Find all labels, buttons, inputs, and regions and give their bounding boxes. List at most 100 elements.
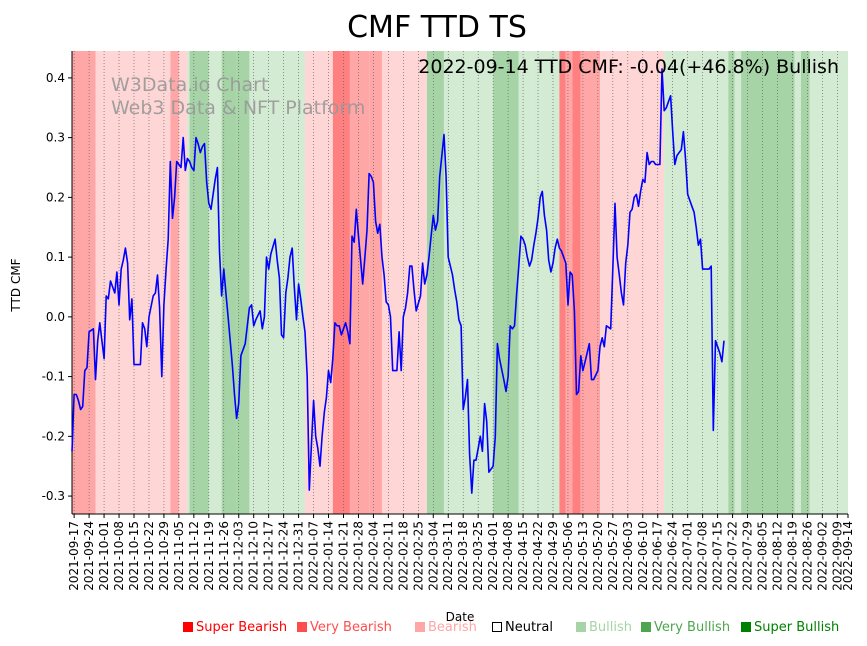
x-tick-label: 2022-07-22: [726, 521, 740, 591]
legend: Super Bearish Very Bearish Bearish Neutral B…: [0, 620, 867, 638]
x-tick-label: 2022-04-15: [516, 521, 530, 591]
x-tick-label: 2021-11-05: [172, 521, 186, 591]
legend-swatch-icon: [492, 622, 502, 632]
region-very-bullish: [493, 51, 519, 514]
x-tick-label: 2022-02-18: [396, 521, 410, 591]
region-very-bullish: [189, 51, 209, 514]
x-tick-label: 2022-01-07: [307, 521, 321, 591]
region-super-bearish: [332, 51, 350, 514]
region-bearish: [381, 51, 427, 514]
region-bullish: [518, 51, 532, 514]
x-tick-label: 2022-05-20: [591, 521, 605, 591]
x-tick-label: 2021-09-24: [82, 521, 96, 591]
x-tick-label: 2021-10-22: [142, 521, 156, 591]
x-tick-label: 2022-02-11: [381, 521, 395, 591]
x-tick-label: 2021-09-17: [67, 521, 81, 591]
x-tick-label: 2021-11-19: [202, 521, 216, 591]
legend-swatch-icon: [741, 622, 751, 632]
region-very-bearish: [72, 51, 96, 514]
region-very-bullish: [800, 51, 810, 514]
region-bullish: [734, 51, 742, 514]
legend-swatch-icon: [576, 622, 586, 632]
x-tick-label: 2022-01-28: [351, 521, 365, 591]
series-line: [71, 68, 725, 494]
region-very-bearish: [580, 51, 601, 514]
region-bullish: [809, 51, 848, 514]
x-tick-label: 2022-04-01: [486, 521, 500, 591]
y-tick-label: 0.3: [46, 131, 65, 145]
x-tick-label: 2022-05-13: [576, 521, 590, 591]
x-tick-label: 2021-12-17: [262, 521, 276, 591]
watermark-line-1: W3Data.io Chart: [111, 74, 268, 96]
region-bearish: [178, 51, 188, 514]
latest-value-annotation: 2022-09-14 TTD CMF: -0.04(+46.8%) Bullis…: [418, 56, 839, 78]
x-tick-label: 2022-07-01: [681, 521, 695, 591]
x-tick-label: 2022-04-22: [531, 521, 545, 591]
x-tick-label: 2022-01-14: [322, 521, 336, 591]
legend-label: Very Bullish: [654, 620, 731, 635]
x-tick-label: 2022-04-08: [501, 521, 515, 591]
y-tick-label: 0.1: [46, 250, 65, 264]
x-tick-label: 2022-06-17: [651, 521, 665, 591]
legend-label: Very Bearish: [310, 620, 392, 635]
legend-item: Super Bullish: [741, 620, 839, 635]
legend-item: Very Bearish: [297, 620, 392, 635]
x-tick-label: 2022-03-25: [471, 521, 485, 591]
region-bearish: [305, 51, 333, 514]
legend-label: Bearish: [428, 620, 477, 635]
region-very-bullish: [426, 51, 444, 514]
region-very-bullish: [221, 51, 237, 514]
region-bullish: [794, 51, 801, 514]
x-tick-label: 2022-08-19: [785, 521, 799, 591]
y-tick-label: -0.1: [42, 370, 65, 384]
x-tick-label: 2022-02-25: [411, 521, 425, 591]
legend-label: Bullish: [589, 620, 633, 635]
legend-item: Neutral: [492, 620, 553, 635]
x-tick-label: 2022-04-29: [546, 521, 560, 591]
x-tick-label: 2022-06-03: [621, 521, 635, 591]
legend-swatch-icon: [297, 622, 307, 632]
legend-item: Bullish: [576, 620, 632, 635]
legend-swatch-icon: [415, 622, 425, 632]
region-bearish: [600, 51, 665, 514]
legend-item: Very Bullish: [641, 620, 730, 635]
y-tick-label: 0.0: [46, 310, 65, 324]
x-tick-label: 2022-05-06: [561, 521, 575, 591]
y-axis-label: TTD CMF: [9, 258, 23, 312]
region-very-bearish: [369, 51, 382, 514]
x-tick-label: 2021-12-03: [232, 521, 246, 591]
region-very-bullish: [236, 51, 250, 514]
x-tick-label: 2021-12-31: [292, 521, 306, 591]
x-tick-label: 2021-11-26: [217, 521, 231, 591]
watermark-line-2: Web3 Data & NFT Platform: [111, 97, 365, 119]
region-very-bearish: [170, 51, 179, 514]
region-very-bullish: [728, 51, 735, 514]
legend-label: Super Bearish: [196, 620, 288, 635]
sentiment-regions: [72, 51, 848, 514]
x-tick-label: 2021-12-10: [247, 521, 261, 591]
x-tick-label: 2021-10-08: [112, 521, 126, 591]
region-bearish: [95, 51, 171, 514]
x-tick-label: 2022-07-15: [711, 521, 725, 591]
x-tick-label: 2022-08-12: [770, 521, 784, 591]
region-super-bearish: [559, 51, 566, 514]
x-tick-label: 2021-10-01: [97, 521, 111, 591]
x-tick-label: 2022-07-08: [696, 521, 710, 591]
x-tick-label: 2022-03-18: [456, 521, 470, 591]
region-bullish: [249, 51, 306, 514]
x-tick-label: 2021-10-29: [157, 521, 171, 591]
x-tick-label: 2021-12-24: [277, 521, 291, 591]
region-bullish: [208, 51, 222, 514]
x-tick-label: 2022-03-04: [426, 521, 440, 591]
x-tick-label: 2022-06-24: [666, 521, 680, 591]
x-tick-label: 2022-08-05: [755, 521, 769, 591]
x-tick-label: 2022-05-27: [606, 521, 620, 591]
x-tick-label: 2022-07-29: [741, 521, 755, 591]
y-tick-label: -0.2: [42, 429, 65, 443]
x-tick-label: 2021-11-12: [187, 521, 201, 591]
x-tick-label: 2022-09-09: [830, 521, 844, 591]
region-very-bullish: [741, 51, 795, 514]
region-very-bearish: [349, 51, 370, 514]
